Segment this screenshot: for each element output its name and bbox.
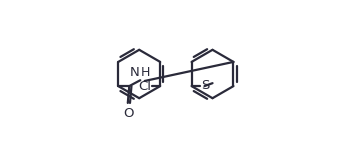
Text: H: H [141, 66, 150, 79]
Text: N: N [130, 66, 139, 79]
Text: S: S [201, 79, 210, 92]
Text: O: O [123, 107, 133, 120]
Text: Cl: Cl [138, 80, 151, 93]
